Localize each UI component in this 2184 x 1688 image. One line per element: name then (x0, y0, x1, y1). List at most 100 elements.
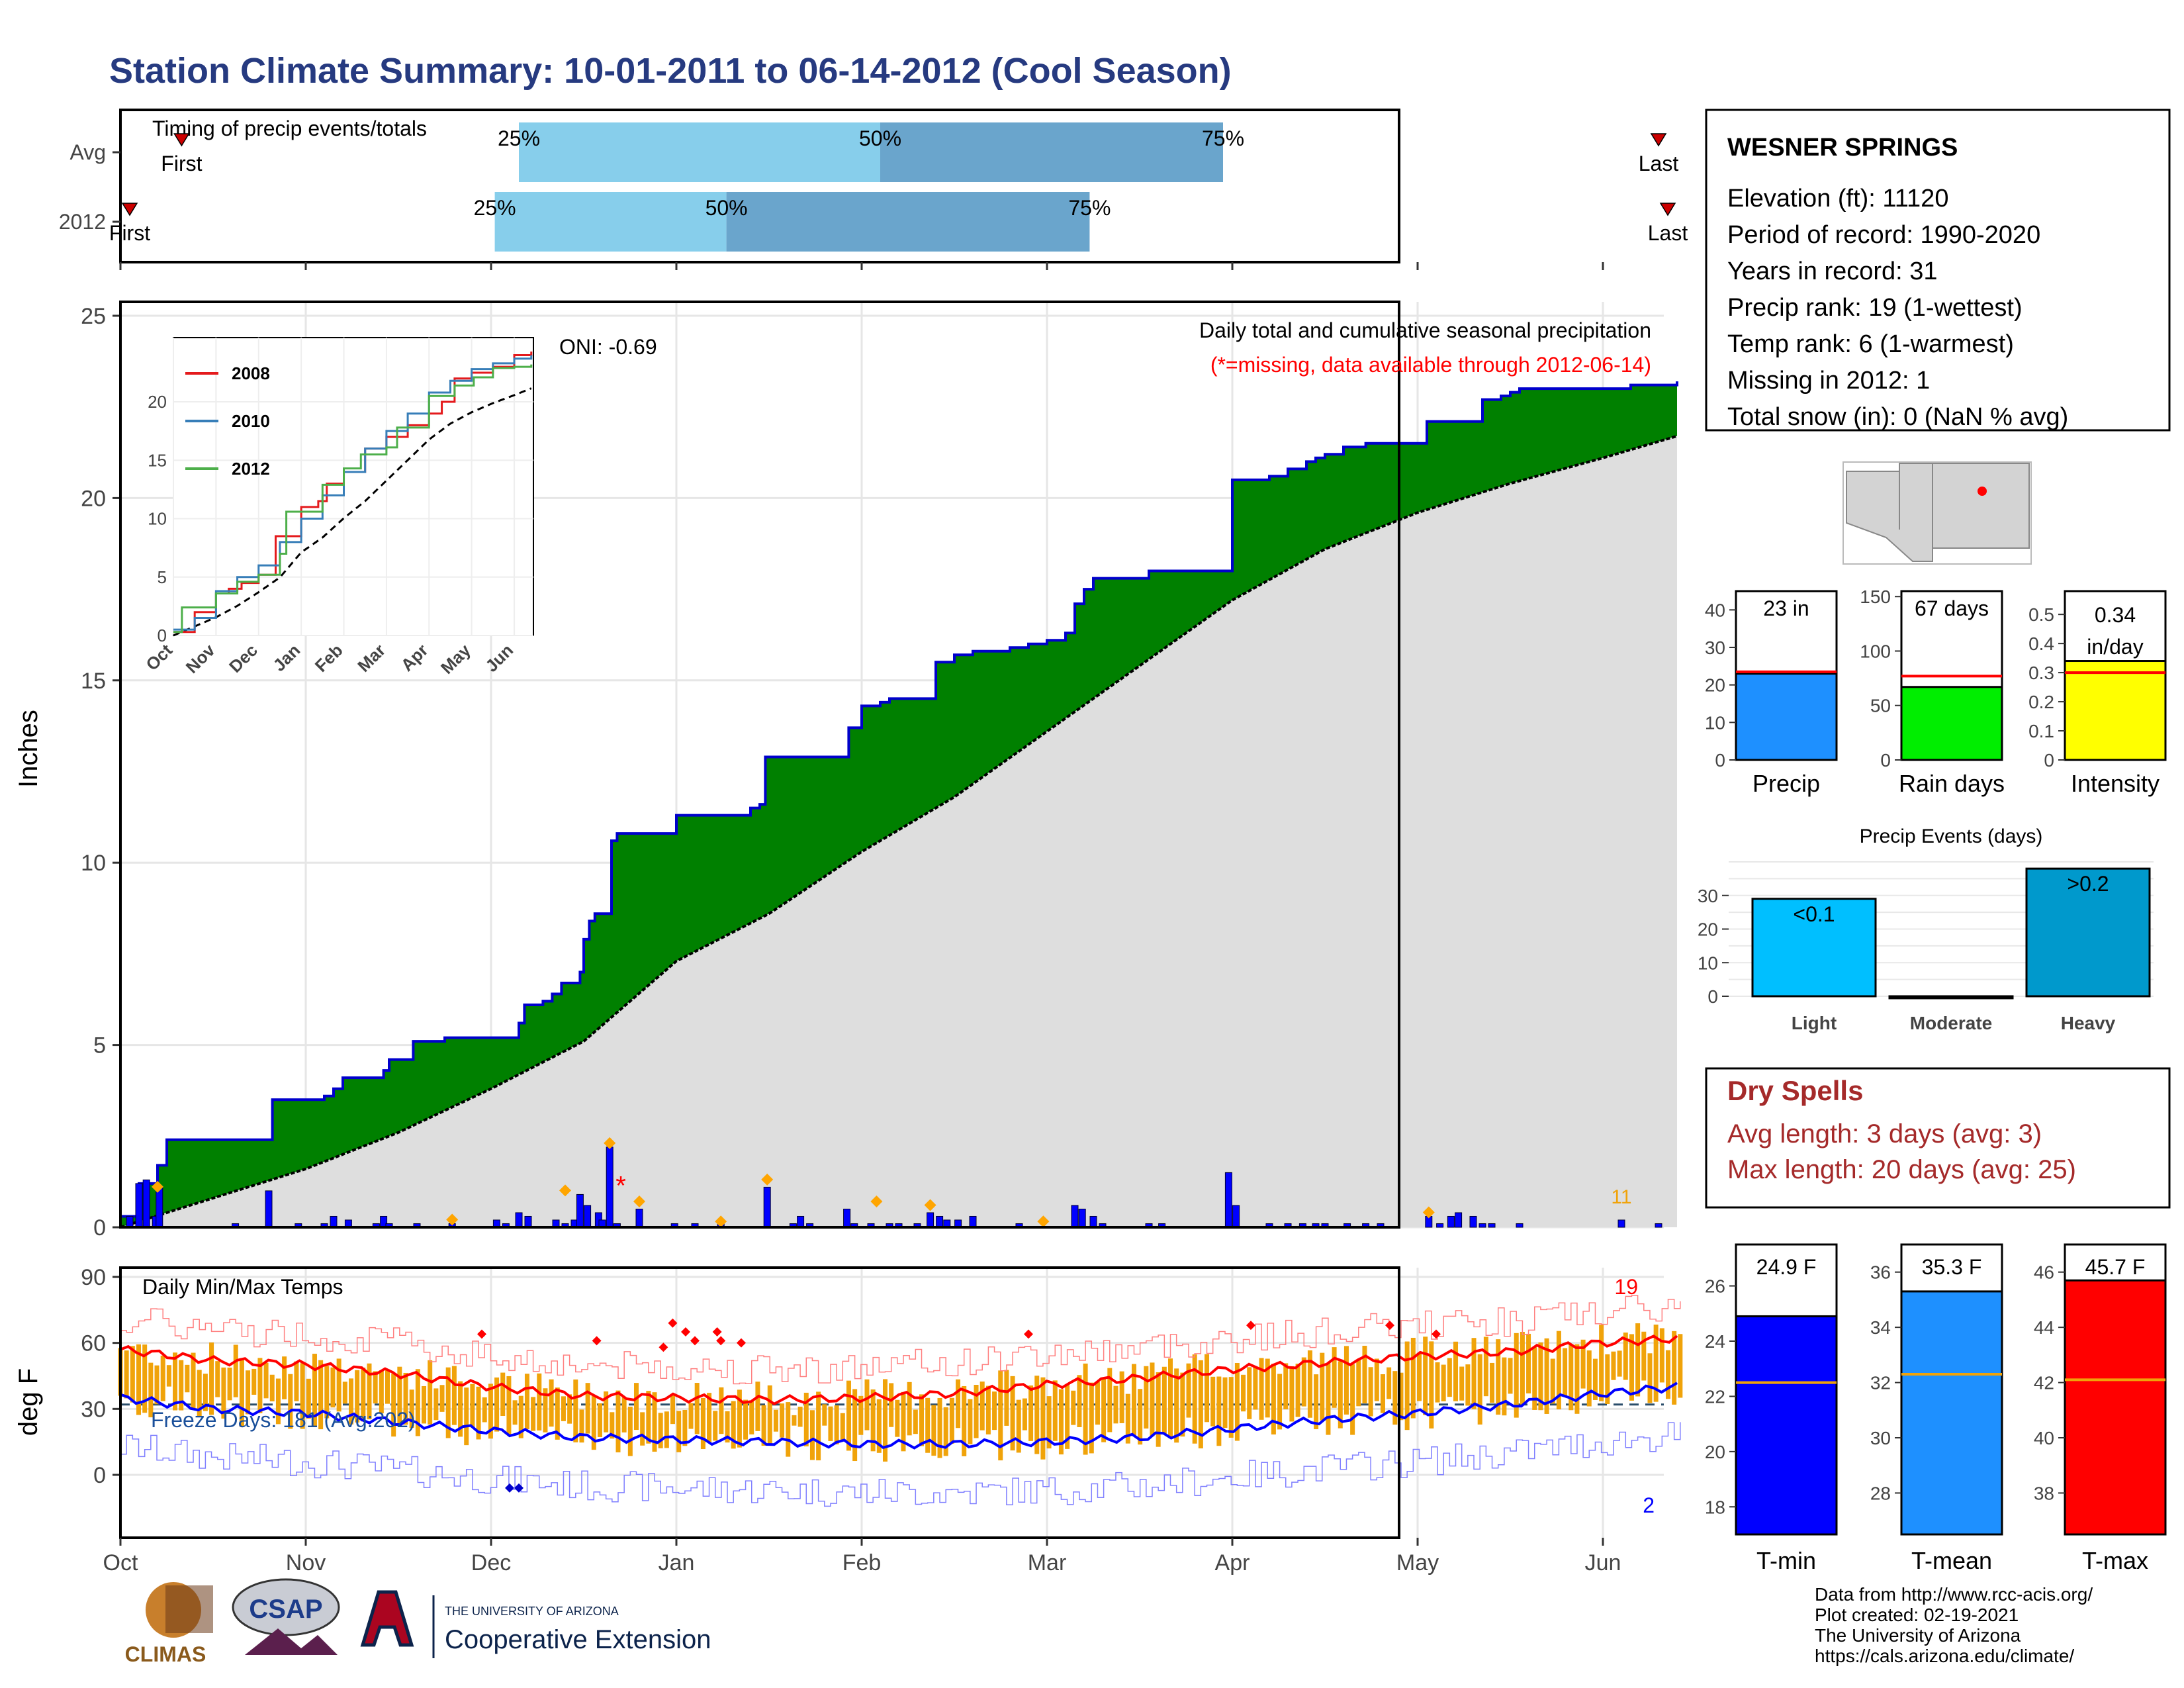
daily-temp-bar (555, 1387, 560, 1440)
climas-logo: CLIMAS (125, 1582, 213, 1666)
daily-temp-bar (1362, 1346, 1367, 1404)
first-marker (121, 203, 138, 216)
record-high-marker (681, 1327, 690, 1337)
summary-y-tick-label: 0 (2044, 750, 2054, 771)
daily-temp-bar (1314, 1374, 1319, 1430)
daily-temp-bar (251, 1368, 257, 1395)
daily-temp-bar (1556, 1331, 1561, 1410)
daily-temp-bar (518, 1395, 523, 1438)
events-category-label: Heavy (2061, 1013, 2116, 1033)
surplus-area (120, 381, 1677, 1227)
summary-y-tick-label: 40 (1705, 600, 1725, 620)
station-info-box: WESNER SPRINGS Elevation (ft): 11120 Peri… (1705, 109, 2171, 432)
daily-temp-bar (367, 1363, 372, 1420)
daily-temp-bar (288, 1374, 293, 1429)
events-y-tick-label: 20 (1698, 919, 1718, 940)
daily-temp-bar (664, 1411, 669, 1448)
daily-temp-bar (179, 1360, 184, 1411)
daily-temp-bar (1326, 1363, 1331, 1435)
daily-precip-bar (927, 1212, 934, 1228)
precip-count-label: 11 (1611, 1186, 1631, 1208)
daily-temp-bar (627, 1407, 633, 1456)
temp-summary-y-tick-label: 34 (1870, 1317, 1891, 1338)
missing-data-marker: * (615, 1171, 626, 1200)
record-high-marker (1432, 1329, 1441, 1339)
summary-y-tick-label: 100 (1860, 641, 1891, 661)
inset-legend-label: 2008 (232, 363, 270, 383)
summary-y-tick-label: 0.5 (2028, 604, 2054, 625)
daily-temp-bar (1089, 1382, 1094, 1454)
summary-bars: 0 10 20 30 40 23 in Precip 0 50 100 150 67 days Rain… (1705, 586, 2167, 797)
station-name: WESNER SPRINGS (1727, 134, 1958, 162)
daily-temp-bar (1113, 1385, 1118, 1424)
daily-temp-bar (154, 1365, 159, 1405)
daily-temp-bar (124, 1350, 129, 1399)
daily-temp-bar (591, 1395, 596, 1450)
daily-temp-bar (676, 1411, 682, 1452)
daily-precip-bar (156, 1186, 163, 1228)
inset-y-tick-label: 20 (148, 392, 167, 412)
daily-temp-bar (1210, 1376, 1216, 1427)
summary-y-tick-label: 0.4 (2028, 633, 2054, 654)
daily-temp-bar (1453, 1341, 1459, 1401)
cumulative-2012-line (120, 381, 1678, 1218)
daily-temp-bar (203, 1374, 208, 1411)
daily-temp-bar (1520, 1331, 1525, 1405)
daily-temp-bar (743, 1399, 749, 1440)
daily-temp-bar (658, 1413, 663, 1448)
daily-temp-bar (1368, 1367, 1373, 1417)
daily-temp-bar (1629, 1334, 1634, 1401)
daily-temp-bar (355, 1370, 360, 1423)
daily-temp-bar (610, 1412, 615, 1439)
record-marker (1422, 1206, 1435, 1219)
daily-temp-bar (767, 1385, 772, 1445)
daily-temp-bar (597, 1403, 602, 1437)
summary-y-tick-label: 20 (1705, 675, 1725, 696)
daily-temp-bar (640, 1412, 645, 1446)
daily-temp-bar (1332, 1347, 1337, 1408)
daily-temp-bar (992, 1391, 997, 1430)
timing-percent-label: 25% (498, 126, 540, 150)
summary-bar-value: 0.34 (2095, 603, 2136, 627)
daily-precip-bar (1436, 1223, 1444, 1228)
events-y-tick-label: 0 (1707, 986, 1718, 1007)
month-tick-label: Apr (1215, 1550, 1250, 1575)
avg-cumulative-line (120, 434, 1678, 1229)
temp-summary-y-tick-label: 26 (1705, 1276, 1725, 1297)
inset-series-line (173, 364, 533, 633)
temp-summary-y-tick-label: 32 (1870, 1373, 1891, 1393)
summary-bar (1900, 686, 2003, 761)
freeze-days-label: Freeze Days: 181 (Avg:202) (151, 1408, 416, 1432)
daily-temp-bar (834, 1405, 839, 1444)
daily-temp-bar (1065, 1385, 1070, 1449)
footer-credits: Data from http://www.rcc-acis.org/Plot c… (1815, 1584, 2093, 1666)
daily-temp-bar (1125, 1393, 1130, 1444)
temp-y-label: deg F (14, 1368, 43, 1436)
station-info-line: Missing in 2012: 1 (1727, 367, 1930, 395)
daily-precip-bar (1655, 1223, 1662, 1228)
daily-temp-bar (846, 1380, 851, 1451)
timing-percent-label: 50% (859, 126, 901, 150)
record-high-marker (1385, 1321, 1394, 1331)
station-info-line: Period of record: 1990-2020 (1727, 221, 2040, 249)
daily-temp-bar (142, 1344, 148, 1413)
page-title: Station Climate Summary: 10-01-2011 to 0… (109, 51, 1232, 91)
month-tick-label: Oct (103, 1550, 138, 1575)
daily-temp-bar (1665, 1350, 1670, 1399)
daily-temp-bar (1502, 1357, 1507, 1416)
daily-temp-bar (233, 1344, 238, 1397)
month-tick-label: Mar (1028, 1550, 1067, 1575)
temp-summary-bars: 18 20 22 24 26 24.9 F T-min 28 30 32 34 36 35.3 F T-m… (1705, 1243, 2167, 1574)
daily-precip-bar (1479, 1223, 1486, 1228)
climas-text: CLIMAS (125, 1642, 206, 1666)
daily-temp-bar (694, 1383, 700, 1434)
daily-temp-bar (870, 1389, 876, 1452)
summary-y-tick-label: 0.1 (2028, 721, 2054, 741)
last-label: Last (1648, 221, 1688, 245)
daily-temp-bar (1119, 1371, 1124, 1423)
month-tick-label: Nov (286, 1550, 326, 1575)
daily-temp-bar (1483, 1336, 1488, 1397)
daily-precip-bar (1224, 1172, 1232, 1228)
last-marker (1659, 203, 1676, 216)
daily-temp-bar (1022, 1398, 1027, 1430)
